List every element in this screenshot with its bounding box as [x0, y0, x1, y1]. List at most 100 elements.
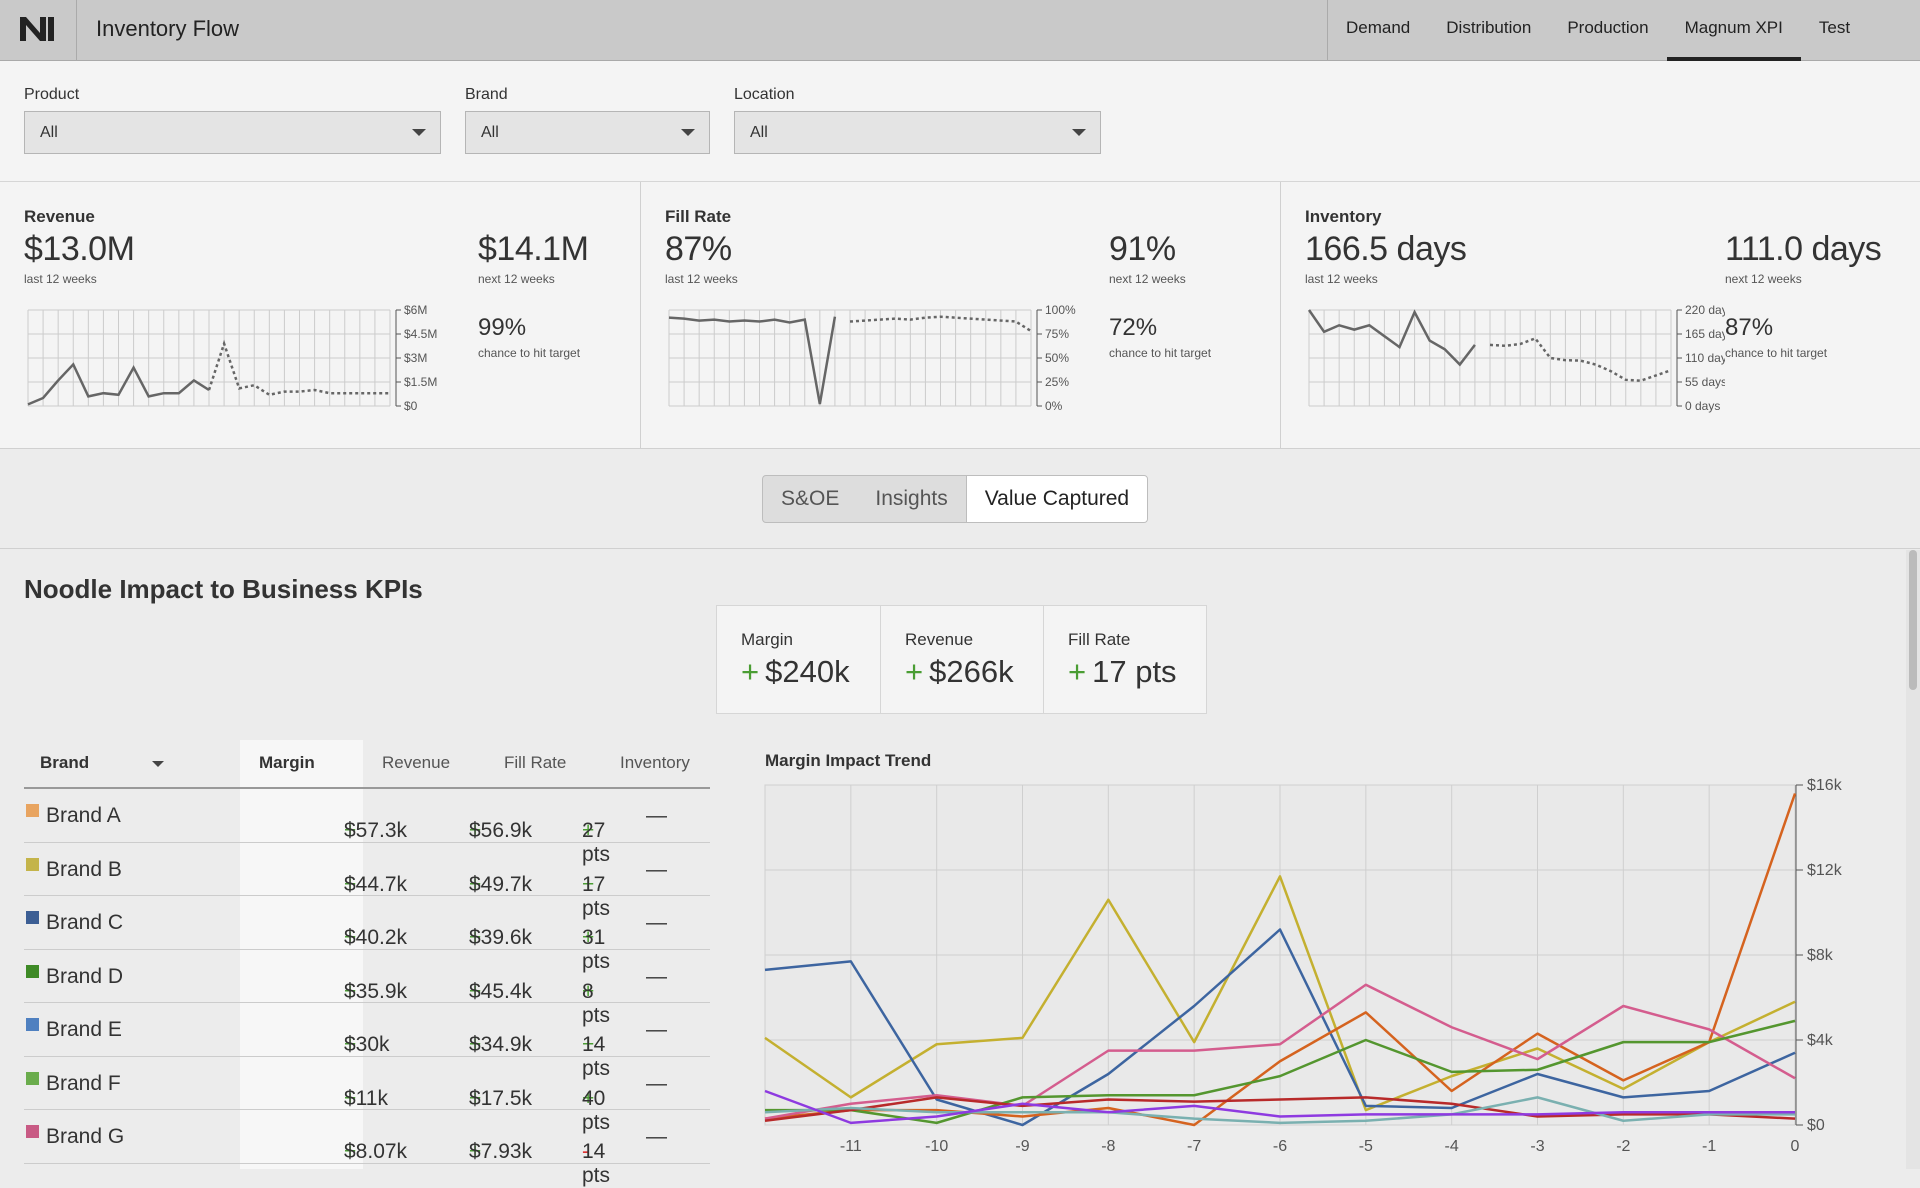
- inventory-sparkline: 220 days 165 days 110 days 55 days 0 days: [1307, 303, 1725, 413]
- axis-tick-label: $1.5M: [404, 375, 437, 389]
- column-header-revenue[interactable]: Revenue: [382, 753, 451, 772]
- forecast-line: [849, 315, 1032, 333]
- column-header-margin[interactable]: Margin: [259, 753, 315, 772]
- brand-name: Brand B: [46, 857, 122, 881]
- brand-name: Brand D: [46, 964, 124, 988]
- margin-value: $44.7k: [344, 872, 408, 896]
- product-filter: Product All: [24, 86, 441, 154]
- scrollbar-thumb[interactable]: [1909, 550, 1917, 690]
- brand-color-swatch: [26, 1018, 39, 1031]
- series-line: [764, 983, 1796, 1120]
- table-row[interactable]: Brand F + $11k + $17.5k + 40 pts —: [24, 1057, 710, 1134]
- plus-sign: +: [905, 654, 924, 689]
- axis-tick-label: 0%: [1045, 399, 1063, 413]
- inventory-value: —: [646, 1125, 667, 1148]
- kpi-fill-rate: Fill Rate 87% last 12 weeks 91% next 12 …: [640, 182, 1280, 449]
- axis-tick-label: $0: [404, 399, 418, 413]
- nav-test[interactable]: Test: [1818, 18, 1851, 37]
- table-row[interactable]: Brand E + $30k + $34.9k + 14 pts —: [24, 1003, 710, 1080]
- fill-rate-value: 17 pts: [582, 872, 611, 920]
- plus-sign: +: [344, 1033, 357, 1056]
- x-tick-label: -7: [1187, 1138, 1201, 1155]
- axis-tick-label: 100%: [1045, 303, 1076, 317]
- nav-demand[interactable]: Demand: [1346, 18, 1411, 37]
- table-header: Brand Margin Revenue Fill Rate Inventory: [24, 740, 710, 789]
- plus-sign: +: [469, 1140, 482, 1163]
- revenue-value: $39.6k: [469, 926, 533, 949]
- kpi-probability-label: chance to hit target: [478, 346, 581, 360]
- kpi-value: 166.5 days: [1305, 230, 1467, 268]
- revenue-sparkline: $6M $4.5M $3M $1.5M $0: [27, 303, 437, 413]
- brand-color-swatch: [26, 911, 39, 924]
- kpi-next-subtitle: next 12 weeks: [1109, 272, 1186, 286]
- revenue-value: $45.4k: [469, 979, 533, 1003]
- plus-sign: +: [344, 1086, 357, 1110]
- table-row[interactable]: Brand C + $40.2k + $39.6k + 31 pts —: [24, 896, 710, 973]
- nav-magnum-xpi[interactable]: Magnum XPI: [1666, 0, 1801, 61]
- noodle-logo-icon[interactable]: [0, 0, 77, 61]
- fill-rate-value: 31 pts: [582, 926, 611, 973]
- series-line: [764, 1089, 1795, 1125]
- plus-sign: +: [469, 872, 482, 896]
- chevron-down-icon: [1072, 129, 1086, 136]
- column-header-brand[interactable]: Brand: [40, 753, 90, 772]
- filter-bar: Product All Brand All Location All: [0, 61, 1920, 182]
- brand-filter: Brand All: [465, 86, 710, 154]
- x-tick-label: 0: [1791, 1138, 1800, 1155]
- nav-distribution[interactable]: Distribution: [1446, 18, 1532, 37]
- table-row[interactable]: Brand B + $44.7k + $49.7k + 17 pts —: [24, 843, 710, 920]
- margin-value: $11k: [344, 1086, 388, 1110]
- brand-color-swatch: [26, 1125, 39, 1138]
- plus-sign: +: [469, 979, 482, 1003]
- location-filter: Location All: [734, 86, 1101, 154]
- impact-value: $240k: [765, 654, 850, 689]
- table-row[interactable]: Brand D + $35.9k + $45.4k + 8 pts —: [24, 950, 710, 1027]
- location-filter-label: Location: [734, 86, 795, 103]
- actual-line: [1307, 309, 1476, 367]
- tab-insights[interactable]: Insights: [875, 487, 948, 510]
- column-header-fill-rate[interactable]: Fill Rate: [504, 753, 567, 772]
- plus-sign: +: [469, 819, 482, 842]
- sort-caret-icon[interactable]: [152, 761, 164, 767]
- margin-column-highlight: [240, 740, 363, 1169]
- kpi-value: 87%: [665, 230, 732, 268]
- revenue-value: $17.5k: [469, 1086, 533, 1110]
- brand-color-swatch: [26, 964, 39, 978]
- sign: +: [582, 872, 595, 896]
- x-tick-label: -3: [1530, 1138, 1544, 1155]
- product-select-value: All: [40, 124, 58, 141]
- axis-tick-label: 55 days: [1685, 375, 1725, 389]
- brand-select[interactable]: All: [465, 111, 710, 154]
- brand-table: Brand Margin Revenue Fill Rate Inventory…: [24, 740, 710, 1187]
- table-row[interactable]: Brand A + $57.3k + $56.9k + 27 pts —: [24, 789, 710, 866]
- kpi-next-value: $14.1M: [478, 230, 589, 268]
- tab-value-captured[interactable]: Value Captured: [965, 476, 1148, 522]
- plus-sign: +: [344, 926, 357, 949]
- kpi-revenue: Revenue $13.0M last 12 weeks $14.1M next…: [0, 182, 640, 449]
- axis-tick-label: 25%: [1045, 375, 1069, 389]
- location-select[interactable]: All: [734, 111, 1101, 154]
- axis-tick-label: 220 days: [1685, 303, 1725, 317]
- actual-line: [668, 316, 837, 405]
- inventory-value: —: [646, 911, 667, 934]
- chevron-down-icon: [412, 129, 426, 136]
- revenue-value: $56.9k: [469, 819, 533, 842]
- product-select[interactable]: All: [24, 111, 441, 154]
- sign: +: [582, 979, 595, 1003]
- nav-production[interactable]: Production: [1567, 18, 1649, 37]
- tab-soe[interactable]: S&OE: [781, 487, 840, 510]
- column-header-inventory[interactable]: Inventory: [620, 753, 690, 772]
- table-row[interactable]: Brand G + $8.07k + $7.93k - 14 pts —: [24, 1110, 710, 1187]
- x-tick-label: -11: [840, 1138, 862, 1155]
- axis-tick-label: $6M: [404, 303, 427, 317]
- brand-color-swatch: [26, 857, 39, 871]
- y-tick-label: $0: [1807, 1117, 1825, 1134]
- margin-value: $8.07k: [344, 1140, 408, 1163]
- vertical-scrollbar[interactable]: [1906, 550, 1920, 1169]
- axis-tick-label: 110 days: [1685, 351, 1725, 365]
- brand-filter-label: Brand: [465, 86, 508, 103]
- series-line: [765, 1019, 1796, 1125]
- axis-tick-label: 75%: [1045, 327, 1069, 341]
- y-tick-label: $8k: [1807, 947, 1834, 964]
- x-tick-label: -9: [1015, 1138, 1029, 1155]
